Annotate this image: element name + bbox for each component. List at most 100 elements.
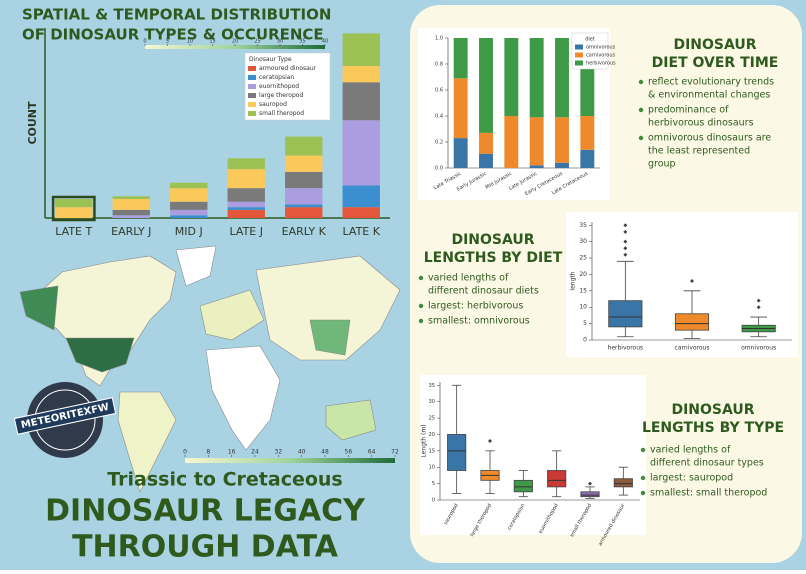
legend-label: carnivorous [586, 53, 616, 59]
legend-swatch [248, 75, 256, 80]
box [580, 491, 600, 498]
flier [756, 305, 761, 310]
bar-segment [555, 162, 569, 168]
panel-heading: DINOSAUR [673, 37, 756, 53]
y-tick-label: 0 [432, 498, 435, 504]
legend-swatch [575, 60, 583, 66]
y-axis-label: length [570, 271, 577, 290]
top-colorbar [145, 45, 325, 49]
bullet-text: different dinosaur diets [428, 286, 539, 297]
bar-segment [529, 38, 544, 118]
y-tick-label: 0.2 [435, 140, 443, 146]
legend-swatch [575, 44, 583, 50]
bullet-text: different dinosaur types [650, 458, 764, 469]
box [613, 478, 633, 488]
colorbar-tick-label: 48 [321, 449, 329, 456]
legend-swatch [248, 93, 256, 98]
bar-segment [55, 207, 93, 218]
y-tick-label: 5 [583, 320, 587, 327]
y-tick-label: 0 [583, 337, 587, 344]
bar-segment [170, 201, 208, 210]
y-axis-label: Length (m) [421, 424, 428, 457]
bullet-dot [638, 135, 644, 141]
bullet-text: smallest: omnivorous [428, 316, 530, 327]
bar-segment [285, 188, 323, 205]
bullet-text: predominance of [648, 105, 729, 116]
legend-swatch [248, 111, 256, 116]
bullet-text: varied lengths of [428, 273, 509, 284]
bar-segment [55, 199, 93, 208]
legend-swatch [248, 66, 256, 71]
bar-segment [453, 78, 468, 139]
logo: METEORITEXFW [13, 382, 117, 458]
y-tick-label: 15 [429, 448, 435, 454]
colorbar-tick-label: 40 [298, 449, 306, 456]
legend-label: sauropod [259, 101, 287, 108]
y-tick-label: 20 [579, 271, 587, 278]
y-axis-label: COUNT [26, 101, 39, 145]
y-tick-label: 5 [432, 481, 435, 487]
bar-segment [453, 38, 468, 79]
bar-segment [170, 215, 208, 218]
flier [623, 252, 628, 257]
flier [623, 246, 628, 251]
y-tick-label: 25 [579, 255, 587, 262]
left-title: SPATIAL & TEMPORAL DISTRIBUTION [22, 6, 331, 24]
y-tick-label: 35 [429, 383, 435, 389]
colorbar-tick-label: 0 [143, 39, 146, 45]
y-tick-label: 1.0 [435, 36, 443, 42]
highlight-frame [51, 195, 96, 222]
bar-segment [170, 209, 208, 216]
bullet-dot [418, 318, 424, 324]
bullet-text: group [648, 159, 676, 170]
bar-segment [342, 82, 380, 121]
world-map [19, 245, 401, 493]
y-tick-label: 0.0 [435, 166, 443, 172]
legend-title: diet [585, 37, 595, 43]
box [547, 470, 567, 488]
colorbar-tick-label: 64 [368, 449, 376, 456]
colorbar-tick-label: 8 [206, 449, 210, 456]
legend-box [244, 52, 331, 121]
colorbar-tick-label: 32 [275, 449, 283, 456]
bar-segment [342, 120, 380, 186]
footer-title: THROUGH DATA [72, 530, 339, 565]
bar-segment [342, 207, 380, 218]
bar-segment [529, 165, 544, 168]
bar-segment [580, 116, 595, 150]
colorbar-tick-label: 25 [254, 39, 260, 45]
colorbar-tick-label: 15 [209, 39, 215, 45]
y-tick-label: 10 [579, 304, 587, 311]
bullet-dot [638, 79, 644, 85]
flier [756, 298, 761, 303]
footer-title: DINOSAUR LEGACY [45, 494, 366, 529]
bar-segment [227, 158, 265, 170]
panel-heading: LENGTHS BY TYPE [642, 420, 784, 436]
x-tick-label: LATE T [55, 225, 92, 238]
bar-segment [112, 196, 150, 199]
bar-segment [555, 117, 569, 163]
bar-segment [555, 38, 569, 118]
panel-heading: LENGTHS BY DIET [424, 250, 563, 266]
legend-label: herbivorous [586, 61, 616, 67]
colorbar-tick-label: 24 [251, 449, 259, 456]
legend-label: omnivorous [586, 45, 616, 51]
y-tick-label: 0.4 [435, 114, 443, 120]
bullet-text: smallest: small theropod [650, 488, 767, 499]
bar-segment [285, 136, 323, 156]
bullet-dot [640, 475, 646, 481]
colorbar-tick-label: 30 [277, 39, 283, 45]
x-tick-label: EARLY J [111, 225, 151, 238]
bar-segment [453, 138, 468, 168]
bar-segment [112, 215, 150, 218]
bar-segment [504, 116, 519, 168]
y-tick-label: 10 [429, 465, 435, 471]
bar-segment [504, 38, 519, 116]
bullet-text: reflect evolutionary trends [648, 77, 774, 88]
colorbar-tick-label: 16 [228, 449, 236, 456]
bar-segment [227, 169, 265, 189]
y-tick-label: 0.6 [435, 88, 443, 94]
bar-segment [479, 132, 493, 154]
